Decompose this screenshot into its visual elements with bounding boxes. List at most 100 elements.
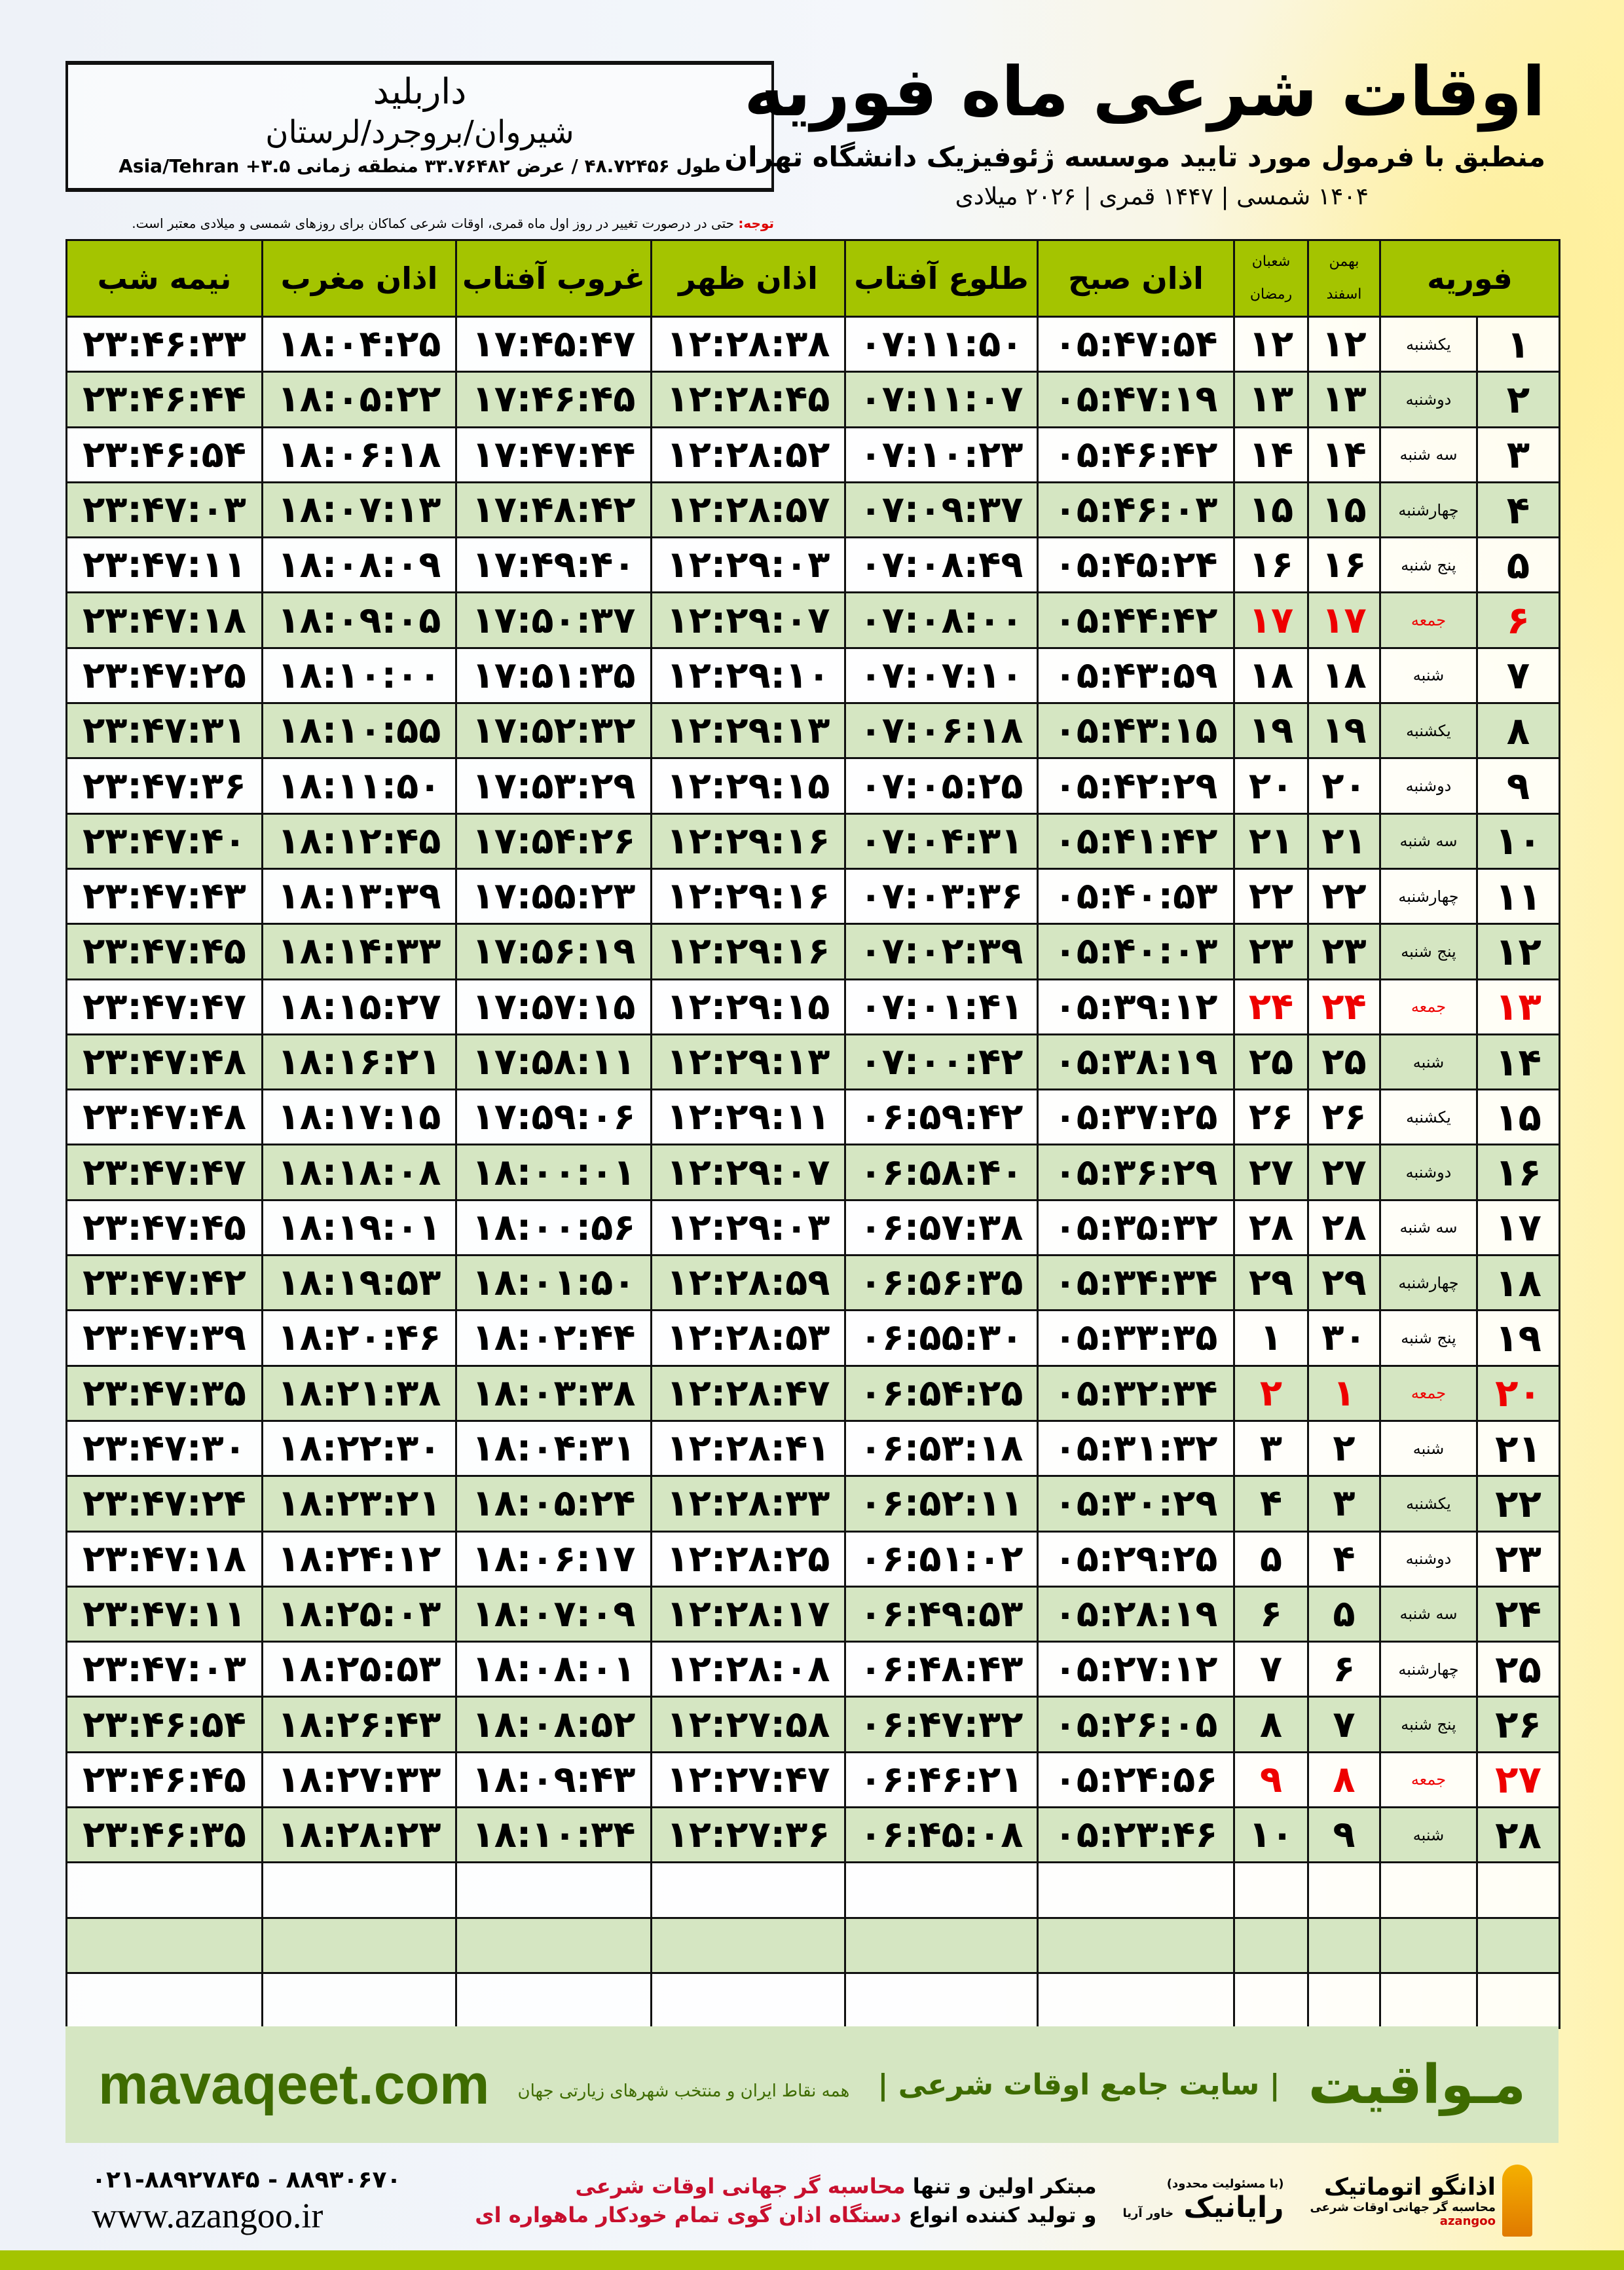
cell-sunset: ۱۷:۵۶:۱۹ [455,923,652,980]
cell-sunset: ۱۸:۰۲:۴۴ [455,1309,652,1367]
col-qamari-bottom: رمضان [1249,286,1293,303]
table-row: ۱۳ جمعه ۲۴ ۲۴ ۰۵:۳۹:۱۲ ۰۷:۰۱:۴۱ ۱۲:۲۹:۱۵ ۱۷:۵۷:… [65,978,1560,1035]
cell-dhuhr: ۱۲:۲۸:۳۸ [650,315,846,373]
empty-cell [1233,1971,1309,2030]
cell-weekday: پنج شنبه [1379,923,1478,980]
cell-dhuhr: ۱۲:۲۸:۴۵ [650,371,846,428]
footer-site[interactable]: mavaqeet.com [98,2053,490,2116]
cell-maghrib: ۱۸:۱۰:۵۵ [261,702,457,760]
empty-cell [261,1861,457,1919]
cell-maghrib: ۱۸:۱۹:۰۱ [261,1199,457,1257]
cell-fajr: ۰۵:۲۳:۴۶ [1037,1806,1235,1864]
cell-date: ۱۹ [1476,1309,1560,1367]
cell-maghrib: ۱۸:۰۶:۱۸ [261,426,457,483]
cell-weekday: شنبه [1379,1806,1478,1864]
table-row: ۱۲ پنج شنبه ۲۳ ۲۳ ۰۵:۴۰:۰۳ ۰۷:۰۲:۳۹ ۱۲:۲۹:۱۶ ۱۷… [65,923,1560,980]
cell-dhuhr: ۱۲:۲۹:۱۳ [650,702,846,760]
cell-fajr: ۰۵:۲۷:۱۲ [1037,1641,1235,1698]
cell-weekday: چهارشنبه [1379,1641,1478,1698]
cell-dhuhr: ۱۲:۲۹:۱۵ [650,978,846,1035]
location-region: شیروان/بروجرد/لرستان [265,114,574,151]
empty-cell [1037,1861,1235,1919]
cell-date: ۲۴ [1476,1585,1560,1643]
cell-fajr: ۰۵:۳۶:۲۹ [1037,1144,1235,1201]
cell-sunset: ۱۷:۵۵:۲۳ [455,867,652,925]
empty-cell [455,1916,652,1974]
cell-midnight: ۲۳:۴۶:۴۴ [65,371,263,428]
cell-midnight: ۲۳:۴۷:۱۱ [65,536,263,594]
table-row: ۲۷ جمعه ۸ ۹ ۰۵:۲۴:۵۶ ۰۶:۴۶:۲۱ ۱۲:۲۷:۴۷ ۱۸:۰۹:۴۳… [65,1751,1560,1809]
cell-fajr: ۰۵:۲۸:۱۹ [1037,1585,1235,1643]
cell-shamsi-day: ۳۰ [1307,1309,1381,1367]
cell-dhuhr: ۱۲:۲۷:۳۶ [650,1806,846,1864]
cell-fajr: ۰۵:۴۲:۲۹ [1037,757,1235,815]
azangoo-name: اذانگو اتوماتیک [1323,2173,1496,2201]
cell-maghrib: ۱۸:۲۲:۳۰ [261,1419,457,1478]
ad-website[interactable]: www.azangoo.ir [92,2196,323,2235]
cell-date: ۱۳ [1476,978,1560,1035]
cell-weekday: دوشنبه [1379,1530,1478,1588]
cell-weekday: دوشنبه [1379,757,1478,815]
cell-date: ۱ [1476,315,1560,373]
footer-slogan: | سایت جامع اوقات شرعی | [877,2068,1280,2102]
cell-weekday: چهارشنبه [1379,1254,1478,1312]
table-row: ۱۰ سه شنبه ۲۱ ۲۱ ۰۵:۴۱:۴۲ ۰۷:۰۴:۳۱ ۱۲:۲۹:۱۶ ۱۷:… [65,812,1560,870]
cell-sunrise: ۰۷:۰۷:۱۰ [844,646,1039,705]
cell-midnight: ۲۳:۴۶:۵۴ [65,426,263,483]
cell-midnight: ۲۳:۴۷:۳۱ [65,702,263,760]
cell-date: ۱۷ [1476,1199,1560,1257]
cell-date: ۸ [1476,702,1560,760]
cell-maghrib: ۱۸:۰۵:۲۲ [261,371,457,428]
cell-sunset: ۱۷:۵۴:۲۶ [455,812,652,870]
cell-midnight: ۲۳:۴۶:۳۵ [65,1806,263,1864]
cell-fajr: ۰۵:۳۳:۳۵ [1037,1309,1235,1367]
cell-midnight: ۲۳:۴۷:۱۸ [65,591,263,649]
cell-sunrise: ۰۶:۵۵:۳۰ [844,1309,1039,1367]
cell-maghrib: ۱۸:۱۵:۲۷ [261,978,457,1035]
cell-dhuhr: ۱۲:۲۸:۱۷ [650,1585,846,1643]
cell-fajr: ۰۵:۴۶:۰۳ [1037,481,1235,539]
cell-weekday: شنبه [1379,1033,1478,1091]
dome-icon [1502,2165,1532,2237]
cell-shamsi-day: ۱۹ [1307,702,1381,760]
location-box: داربلید شیروان/بروجرد/لرستان طول ۴۸.۷۲۴۵… [65,61,774,192]
cell-fajr: ۰۵:۴۱:۴۲ [1037,812,1235,870]
cell-shamsi-day: ۹ [1307,1806,1381,1864]
cell-qamari-day: ۱۴ [1233,426,1309,483]
page-subtitle: منطبق با فرمول مورد تایید موسسه ژئوفیزیک… [724,141,1545,173]
azangoo-sub: محاسبه گر جهانی اوقات شرعی [1310,2200,1496,2214]
cell-midnight: ۲۳:۴۷:۰۳ [65,1641,263,1698]
table-row: ۲ دوشنبه ۱۳ ۱۳ ۰۵:۴۷:۱۹ ۰۷:۱۱:۰۷ ۱۲:۲۸:۴۵ ۱۷:۴۶… [65,371,1560,428]
cell-sunrise: ۰۶:۴۸:۴۳ [844,1641,1039,1698]
year-line: ۱۴۰۴ شمسی | ۱۴۴۷ قمری | ۲۰۲۶ میلادی [955,183,1369,210]
cell-dhuhr: ۱۲:۲۹:۱۶ [650,867,846,925]
cell-midnight: ۲۳:۴۶:۳۳ [65,315,263,373]
cell-maghrib: ۱۸:۱۴:۳۳ [261,923,457,980]
cell-shamsi-day: ۵ [1307,1585,1381,1643]
table-row: ۲۶ پنج شنبه ۷ ۸ ۰۵:۲۶:۰۵ ۰۶:۴۷:۳۲ ۱۲:۲۷:۵۸ ۱۸:۰… [65,1696,1560,1753]
cell-sunrise: ۰۶:۴۷:۳۲ [844,1696,1039,1753]
cell-shamsi-day: ۲۰ [1307,757,1381,815]
cell-qamari-day: ۱۵ [1233,481,1309,539]
cell-maghrib: ۱۸:۱۳:۳۹ [261,867,457,925]
table-row: ۱۵ یکشنبه ۲۶ ۲۶ ۰۵:۳۷:۲۵ ۰۶:۵۹:۴۲ ۱۲:۲۹:۱۱ ۱۷:۵… [65,1088,1560,1146]
cell-midnight: ۲۳:۴۶:۵۴ [65,1696,263,1753]
empty-cell [1476,1916,1560,1974]
azangoo-en: azangoo [1439,2214,1496,2228]
cell-sunrise: ۰۶:۵۱:۰۲ [844,1530,1039,1588]
cell-date: ۲۶ [1476,1696,1560,1753]
empty-cell [1233,1861,1309,1919]
cell-midnight: ۲۳:۴۷:۴۸ [65,1088,263,1146]
cell-dhuhr: ۱۲:۲۹:۰۷ [650,591,846,649]
table-row: ۱۶ دوشنبه ۲۷ ۲۷ ۰۵:۳۶:۲۹ ۰۶:۵۸:۴۰ ۱۲:۲۹:۰۷ ۱۸:۰… [65,1144,1560,1201]
empty-cell [65,1861,263,1919]
cell-qamari-day: ۲۵ [1233,1033,1309,1091]
empty-cell [1379,1916,1478,1974]
cell-dhuhr: ۱۲:۲۹:۱۳ [650,1033,846,1091]
cell-qamari-day: ۲۰ [1233,757,1309,815]
cell-shamsi-day: ۲۵ [1307,1033,1381,1091]
cell-weekday: جمعه [1379,591,1478,649]
cell-shamsi-day: ۲۷ [1307,1144,1381,1201]
cell-sunrise: ۰۷:۱۰:۲۳ [844,426,1039,483]
cell-dhuhr: ۱۲:۲۸:۳۳ [650,1475,846,1533]
